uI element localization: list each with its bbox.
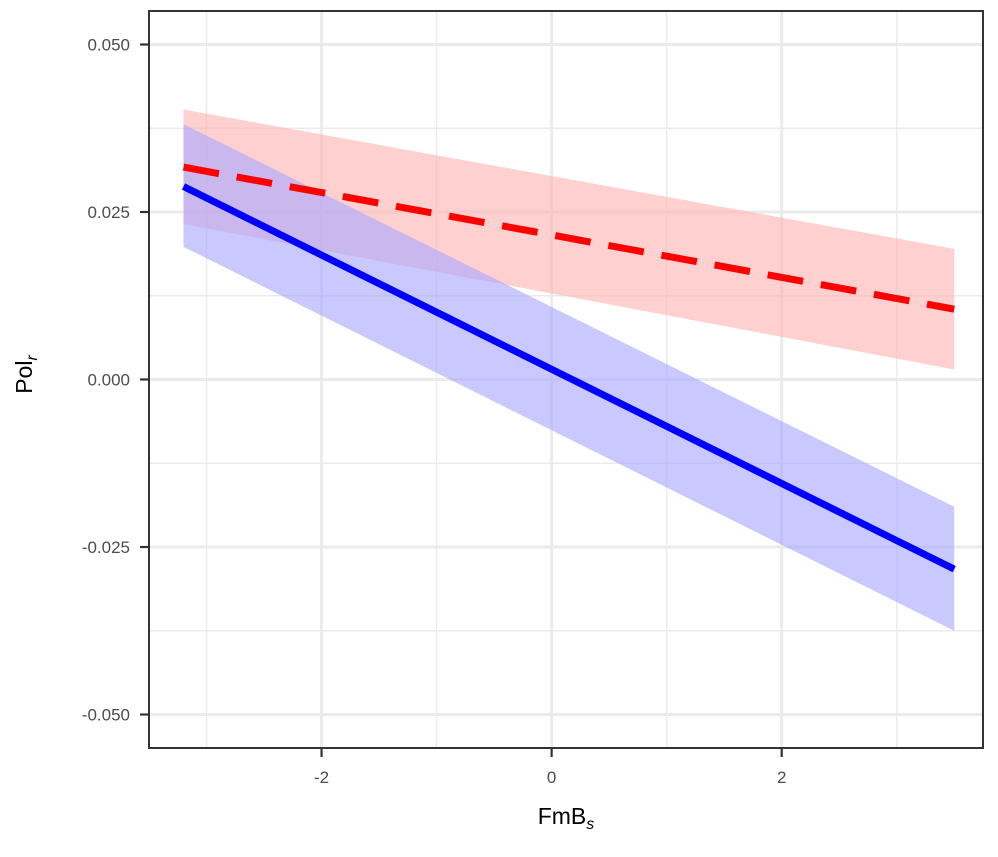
- series-lines: [181, 163, 956, 573]
- x-tick-label: -2: [314, 768, 329, 787]
- x-axis-title: FmBs: [538, 803, 595, 833]
- y-tick-label: 0.000: [87, 371, 130, 390]
- y-tick-label: -0.050: [82, 706, 130, 725]
- y-axis-title-subscript: r: [24, 355, 41, 361]
- x-axis-title-subscript: s: [586, 816, 594, 833]
- x-tick-label: 2: [777, 768, 786, 787]
- y-axis-title-main: Pol: [11, 361, 37, 394]
- x-tick-label: 0: [547, 768, 556, 787]
- x-axis: -2 0 2: [314, 748, 786, 787]
- y-tick-label: -0.025: [82, 538, 130, 557]
- y-tick-label: 0.025: [87, 203, 130, 222]
- series-line-red-dashed: [182, 163, 955, 313]
- series-line-blue-solid: [181, 183, 956, 573]
- y-axis-title: Polr: [11, 355, 41, 394]
- x-axis-title-main: FmB: [538, 803, 587, 829]
- y-tick-label: 0.050: [87, 36, 130, 55]
- y-axis: -0.050 -0.025 0.000 0.025 0.050: [82, 36, 149, 725]
